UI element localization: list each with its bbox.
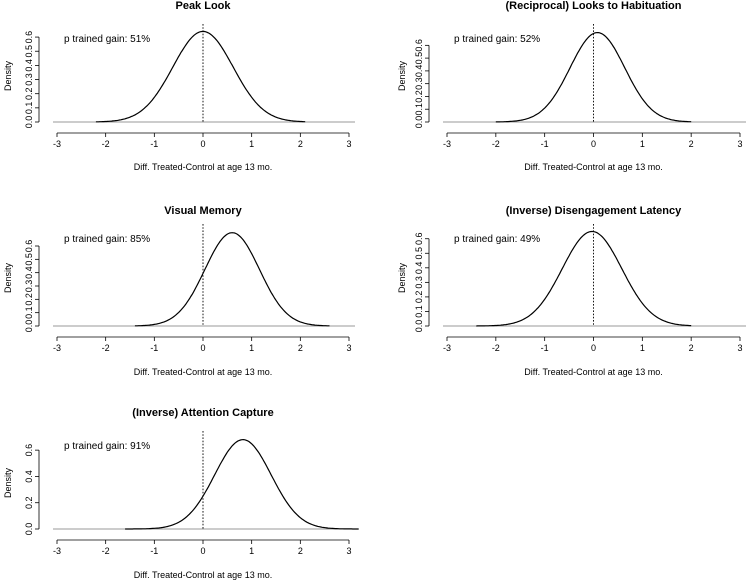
x-tick-label: 2 <box>298 139 303 149</box>
x-tick-label: 0 <box>591 343 596 353</box>
x-tick-label: -2 <box>102 546 110 556</box>
gain-annotation: p trained gain: 91% <box>64 441 150 452</box>
y-tick-label: 0.6 <box>414 39 424 52</box>
y-tick-label: 0.1 <box>414 103 424 116</box>
y-tick-label: 0.0 <box>414 116 424 129</box>
y-tick-label: 0.3 <box>414 276 424 289</box>
y-tick-label: 0.6 <box>24 444 34 457</box>
y-tick-label: 0.1 <box>24 102 34 115</box>
chart-panel-2: (Reciprocal) Looks to Habituation -3 -2 -1 0… <box>397 0 746 172</box>
chart-title: (Inverse) Attention Capture <box>132 407 273 419</box>
chart-panel-1: Peak Look -3 -2 -1 0 1 2 3 0.00.1 0.20.30.40.50.6… <box>3 0 355 172</box>
chart-title: (Reciprocal) Looks to Habituation <box>505 0 681 12</box>
y-tick-label: 0.1 <box>414 305 424 318</box>
y-tick-label: 0.5 <box>24 45 34 58</box>
x-tick-label: -1 <box>150 546 158 556</box>
y-tick-label: 0.6 <box>24 240 34 253</box>
x-tick-label: 1 <box>249 546 254 556</box>
x-tick-label: 3 <box>346 343 351 353</box>
x-tick-label: 3 <box>346 139 351 149</box>
x-tick-label: 3 <box>737 139 742 149</box>
x-tick-label: 1 <box>249 343 254 353</box>
y-tick-label: 0.4 <box>24 470 34 483</box>
y-tick-label: 0.4 <box>414 262 424 275</box>
y-axis-label: Density <box>3 60 13 91</box>
gain-annotation: p trained gain: 49% <box>454 234 540 245</box>
chart-title: Peak Look <box>175 0 231 12</box>
x-tick-label: -1 <box>150 343 158 353</box>
chart-panel-5: (Inverse) Attention Capture -3 -2 -1 0 1 2 3 0.0… <box>3 407 359 580</box>
y-tick-label: 0.5 <box>414 247 424 260</box>
chart-panel-4: (Inverse) Disengagement Latency -3 -2 -1 0 1 2… <box>397 205 746 377</box>
x-tick-label: -3 <box>53 546 61 556</box>
y-tick-label: 0.2 <box>414 291 424 304</box>
y-tick-label: 0.5 <box>414 52 424 65</box>
y-tick-label: 0.2 <box>24 496 34 509</box>
x-tick-label: -2 <box>492 343 500 353</box>
x-tick-label: 2 <box>298 343 303 353</box>
y-tick-label: 0.6 <box>24 31 34 44</box>
y-tick-label: 0.4 <box>414 65 424 78</box>
y-tick-label: 0.1 <box>24 306 34 319</box>
density-curve <box>125 438 359 530</box>
y-tick-label: 0.4 <box>24 266 34 279</box>
x-tick-label: 0 <box>200 343 205 353</box>
x-tick-label: 2 <box>298 546 303 556</box>
x-axis-label: Diff. Treated-Control at age 13 mo. <box>524 162 662 172</box>
y-tick-label: 0.6 <box>414 232 424 245</box>
x-axis-label: Diff. Treated-Control at age 13 mo. <box>134 367 272 377</box>
gain-annotation: p trained gain: 52% <box>454 34 540 45</box>
x-tick-label: -3 <box>443 343 451 353</box>
x-tick-label: -3 <box>443 139 451 149</box>
density-curve <box>495 31 692 123</box>
y-tick-label: 0.0 <box>24 523 34 536</box>
y-tick-label: 0.4 <box>24 59 34 72</box>
x-axis-label: Diff. Treated-Control at age 13 mo. <box>524 367 662 377</box>
x-tick-label: 1 <box>640 139 645 149</box>
y-tick-label: 0.0 <box>414 320 424 333</box>
y-tick-label: 0.0 <box>24 116 34 129</box>
y-tick-label: 0.2 <box>414 90 424 103</box>
y-tick-label: 0.3 <box>414 77 424 90</box>
y-tick-label: 0.2 <box>24 293 34 306</box>
x-tick-label: -2 <box>102 343 110 353</box>
x-tick-label: -2 <box>102 139 110 149</box>
x-tick-label: 2 <box>689 343 694 353</box>
x-tick-label: -3 <box>53 343 61 353</box>
x-tick-label: 2 <box>689 139 694 149</box>
x-tick-label: -2 <box>492 139 500 149</box>
x-tick-label: 1 <box>249 139 254 149</box>
x-tick-label: 1 <box>640 343 645 353</box>
y-axis-label: Density <box>3 467 13 498</box>
y-tick-label: 0.5 <box>24 253 34 266</box>
x-axis-label: Diff. Treated-Control at age 13 mo. <box>134 570 272 580</box>
density-curve <box>95 30 306 123</box>
x-tick-label: 3 <box>737 343 742 353</box>
x-tick-label: -1 <box>150 139 158 149</box>
x-axis-label: Diff. Treated-Control at age 13 mo. <box>134 162 272 172</box>
x-tick-label: 0 <box>591 139 596 149</box>
gain-annotation: p trained gain: 85% <box>64 234 150 245</box>
y-axis-label: Density <box>397 262 407 293</box>
x-tick-label: -1 <box>541 139 549 149</box>
x-tick-label: 3 <box>346 546 351 556</box>
chart-title: Visual Memory <box>164 205 242 217</box>
x-tick-label: -3 <box>53 139 61 149</box>
y-tick-label: 0.2 <box>24 87 34 100</box>
y-axis-label: Density <box>397 60 407 91</box>
chart-title: (Inverse) Disengagement Latency <box>506 205 682 217</box>
x-tick-label: 0 <box>200 139 205 149</box>
x-tick-label: 0 <box>200 546 205 556</box>
chart-panel-3: Visual Memory-3 -2 -1 0 1 2 30.00.10.20.30.40.… <box>3 205 355 377</box>
gain-annotation: p trained gain: 51% <box>64 34 150 45</box>
x-tick-label: -1 <box>541 343 549 353</box>
y-tick-label: 0.0 <box>24 320 34 333</box>
density-curve <box>134 232 330 327</box>
y-tick-label: 0.3 <box>24 73 34 86</box>
density-curve <box>476 230 692 327</box>
y-axis-label: Density <box>3 262 13 293</box>
y-tick-label: 0.3 <box>24 280 34 293</box>
